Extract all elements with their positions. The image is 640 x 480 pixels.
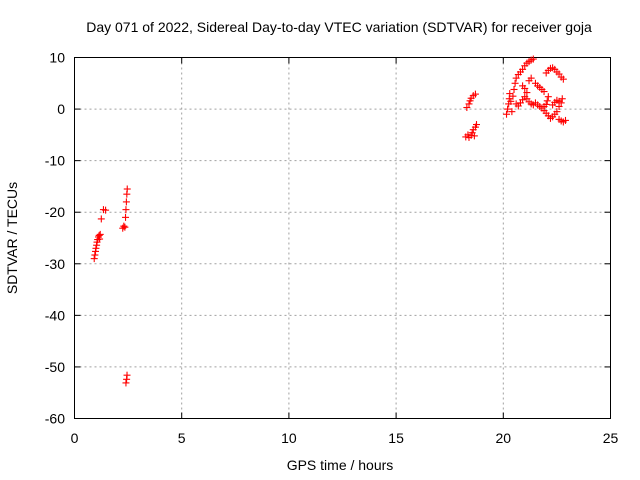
data-point — [470, 132, 478, 140]
data-point — [122, 198, 130, 206]
data-point — [521, 84, 529, 92]
data-point — [555, 97, 563, 105]
data-point — [511, 79, 519, 87]
data-point — [529, 55, 537, 63]
data-point — [553, 108, 561, 116]
x-tick-label: 20 — [496, 430, 512, 446]
data-point — [91, 251, 99, 259]
data-point — [508, 108, 516, 116]
data-point — [96, 230, 104, 238]
data-point — [559, 75, 567, 83]
y-tick-label: 0 — [57, 101, 65, 117]
data-point — [97, 215, 105, 223]
data-point — [471, 90, 479, 98]
data-point — [465, 100, 473, 108]
y-tick-label: -10 — [45, 153, 65, 169]
x-tick-label: 15 — [388, 430, 404, 446]
x-tick-label: 5 — [178, 430, 186, 446]
data-point — [503, 110, 511, 118]
data-point — [121, 223, 129, 231]
y-tick-label: 10 — [49, 50, 65, 66]
x-tick-labels: 0 5 10 15 20 25 — [71, 430, 619, 446]
data-point — [509, 92, 517, 100]
data-point — [102, 206, 110, 214]
x-tick-label: 0 — [71, 430, 79, 446]
y-tick-label: -20 — [45, 204, 65, 220]
y-tick-label: -30 — [45, 256, 65, 272]
data-point — [527, 74, 535, 82]
data-point — [543, 97, 551, 105]
data-point — [544, 93, 552, 101]
y-tick-label: -60 — [45, 411, 65, 427]
y-tick-label: -50 — [45, 359, 65, 375]
data-point — [540, 88, 548, 96]
x-tick-label: 25 — [603, 430, 619, 446]
data-point — [512, 74, 520, 82]
data-point — [473, 121, 480, 129]
data-point — [519, 65, 527, 73]
x-axis-label: GPS time / hours — [287, 457, 394, 473]
data-point — [122, 213, 130, 221]
data-point — [123, 371, 131, 379]
y-tick-labels: -60 -50 -40 -30 -20 -10 0 10 — [45, 50, 65, 427]
data-point — [122, 206, 130, 214]
x-tick-label: 10 — [281, 430, 297, 446]
data-point — [510, 85, 518, 93]
data-point — [523, 89, 531, 97]
data-point — [90, 255, 98, 263]
data-point — [120, 222, 128, 230]
data-point — [96, 235, 104, 243]
data-point — [463, 104, 471, 112]
grid-lines — [74, 57, 611, 419]
data-point — [123, 185, 131, 193]
data-point — [561, 116, 569, 124]
plot-frame — [74, 57, 611, 419]
data-point — [542, 100, 550, 108]
y-tick-label: -40 — [45, 307, 65, 323]
data-points — [90, 55, 569, 387]
chart-title: Day 071 of 2022, Sidereal Day-to-day VTE… — [86, 19, 592, 35]
data-point — [122, 379, 130, 387]
data-point — [504, 105, 512, 113]
data-point — [507, 97, 515, 105]
data-point — [92, 244, 100, 252]
y-axis-label: SDTVAR / TECUs — [4, 182, 20, 294]
